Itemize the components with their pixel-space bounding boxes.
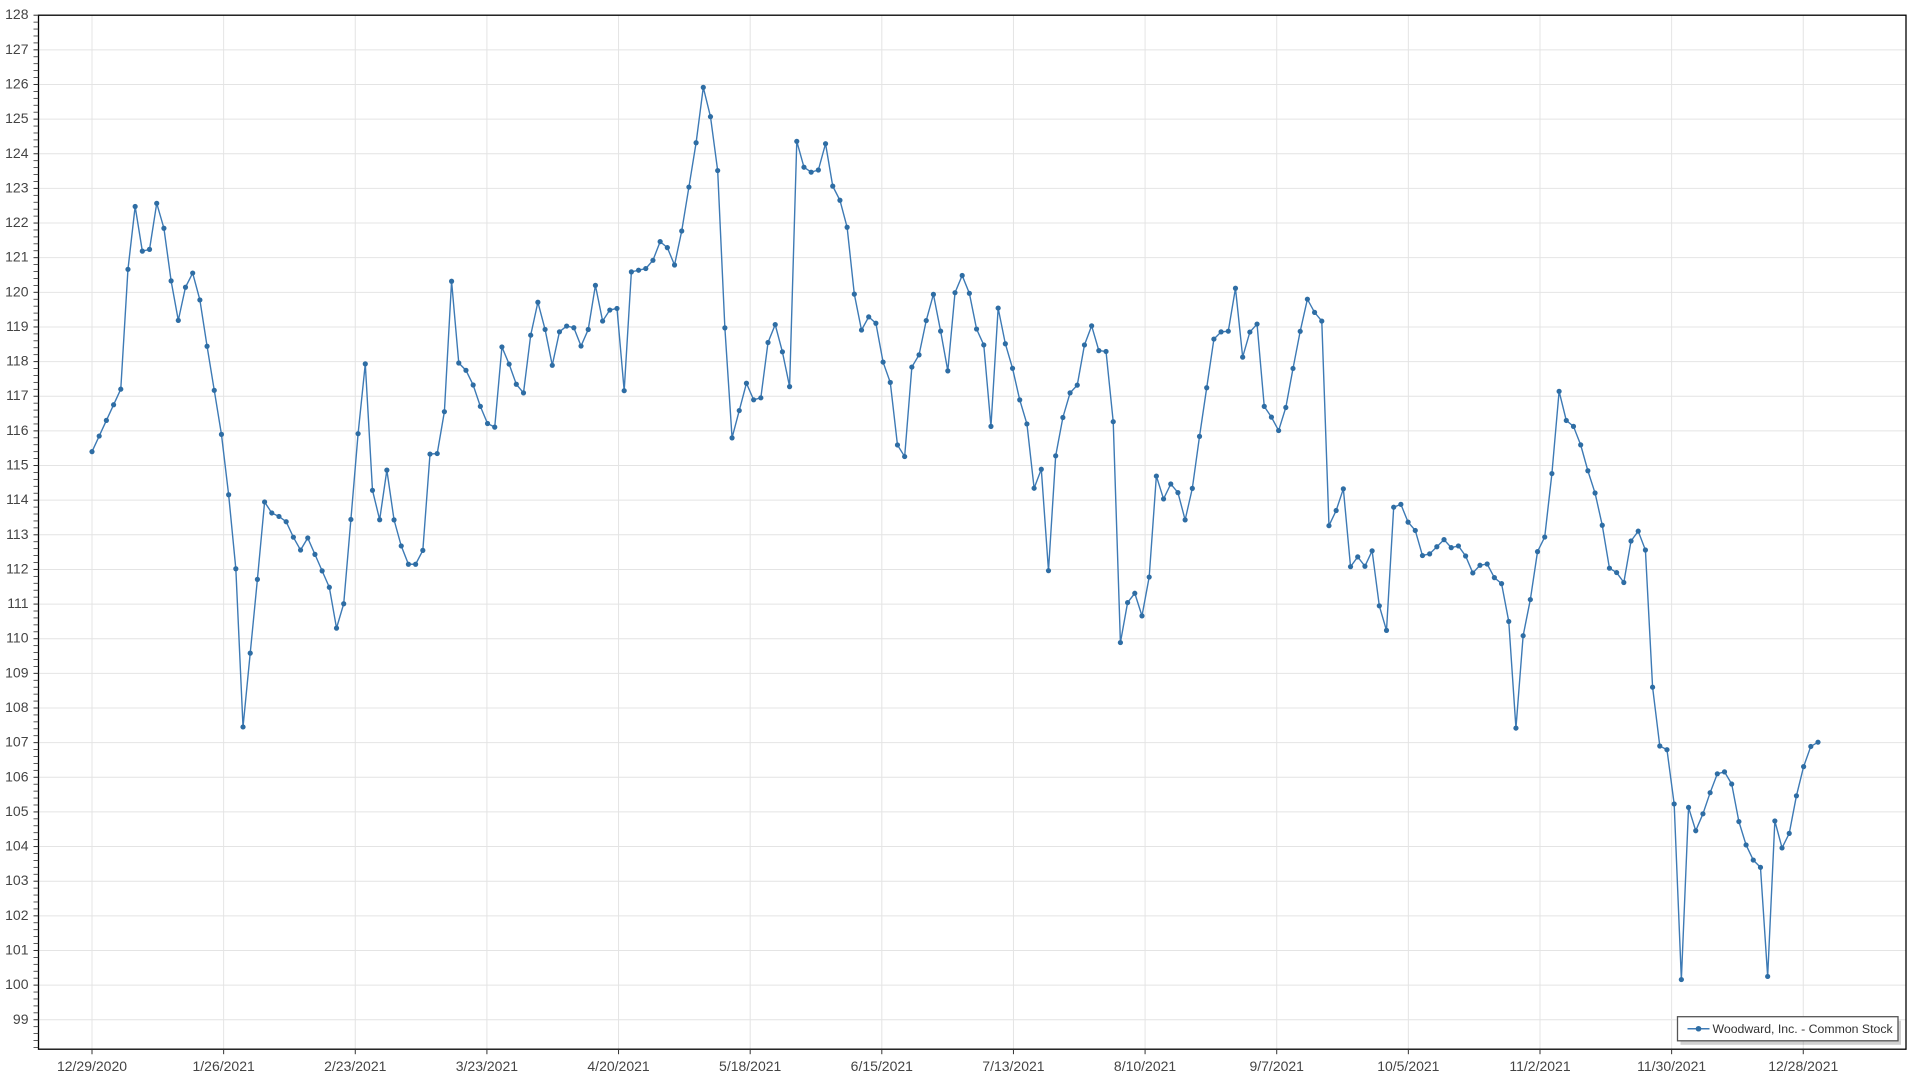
svg-text:109: 109: [5, 664, 29, 680]
svg-text:117: 117: [6, 387, 29, 403]
svg-text:126: 126: [5, 75, 29, 91]
svg-text:127: 127: [5, 41, 29, 57]
svg-text:118: 118: [6, 353, 29, 369]
svg-text:122: 122: [5, 214, 29, 230]
svg-text:102: 102: [5, 907, 29, 923]
svg-text:2/23/2021: 2/23/2021: [324, 1058, 386, 1074]
svg-text:107: 107: [5, 734, 29, 750]
svg-text:11/30/2021: 11/30/2021: [1637, 1058, 1706, 1074]
svg-text:Woodward, Inc. - Common Stock: Woodward, Inc. - Common Stock: [1713, 1022, 1894, 1036]
svg-text:10/5/2021: 10/5/2021: [1377, 1058, 1439, 1074]
svg-text:8/10/2021: 8/10/2021: [1114, 1058, 1176, 1074]
svg-text:7/13/2021: 7/13/2021: [982, 1058, 1044, 1074]
svg-text:110: 110: [6, 630, 29, 646]
svg-text:105: 105: [5, 803, 29, 819]
svg-text:125: 125: [5, 110, 29, 126]
svg-text:12/28/2021: 12/28/2021: [1768, 1058, 1838, 1074]
svg-text:114: 114: [6, 491, 29, 507]
svg-text:103: 103: [5, 872, 29, 888]
svg-text:115: 115: [6, 457, 29, 473]
svg-text:124: 124: [5, 145, 29, 161]
svg-text:9/7/2021: 9/7/2021: [1249, 1058, 1304, 1074]
svg-text:99: 99: [13, 1011, 29, 1027]
svg-text:106: 106: [5, 768, 29, 784]
svg-text:5/18/2021: 5/18/2021: [719, 1058, 781, 1074]
svg-text:123: 123: [5, 179, 29, 195]
svg-text:113: 113: [6, 526, 29, 542]
svg-text:100: 100: [5, 976, 29, 992]
svg-text:121: 121: [5, 249, 29, 265]
svg-text:120: 120: [5, 283, 29, 299]
svg-text:128: 128: [5, 6, 29, 22]
svg-text:119: 119: [6, 318, 29, 334]
svg-text:108: 108: [5, 699, 29, 715]
svg-text:3/23/2021: 3/23/2021: [456, 1058, 518, 1074]
svg-text:104: 104: [5, 838, 29, 854]
svg-text:1/26/2021: 1/26/2021: [192, 1058, 254, 1074]
svg-text:11/2/2021: 11/2/2021: [1509, 1058, 1570, 1074]
svg-text:111: 111: [7, 595, 28, 611]
svg-text:12/29/2020: 12/29/2020: [57, 1058, 127, 1074]
svg-text:101: 101: [5, 941, 29, 957]
svg-text:112: 112: [6, 560, 29, 576]
svg-text:116: 116: [6, 422, 29, 438]
svg-text:4/20/2021: 4/20/2021: [587, 1058, 649, 1074]
svg-text:6/15/2021: 6/15/2021: [851, 1058, 913, 1074]
